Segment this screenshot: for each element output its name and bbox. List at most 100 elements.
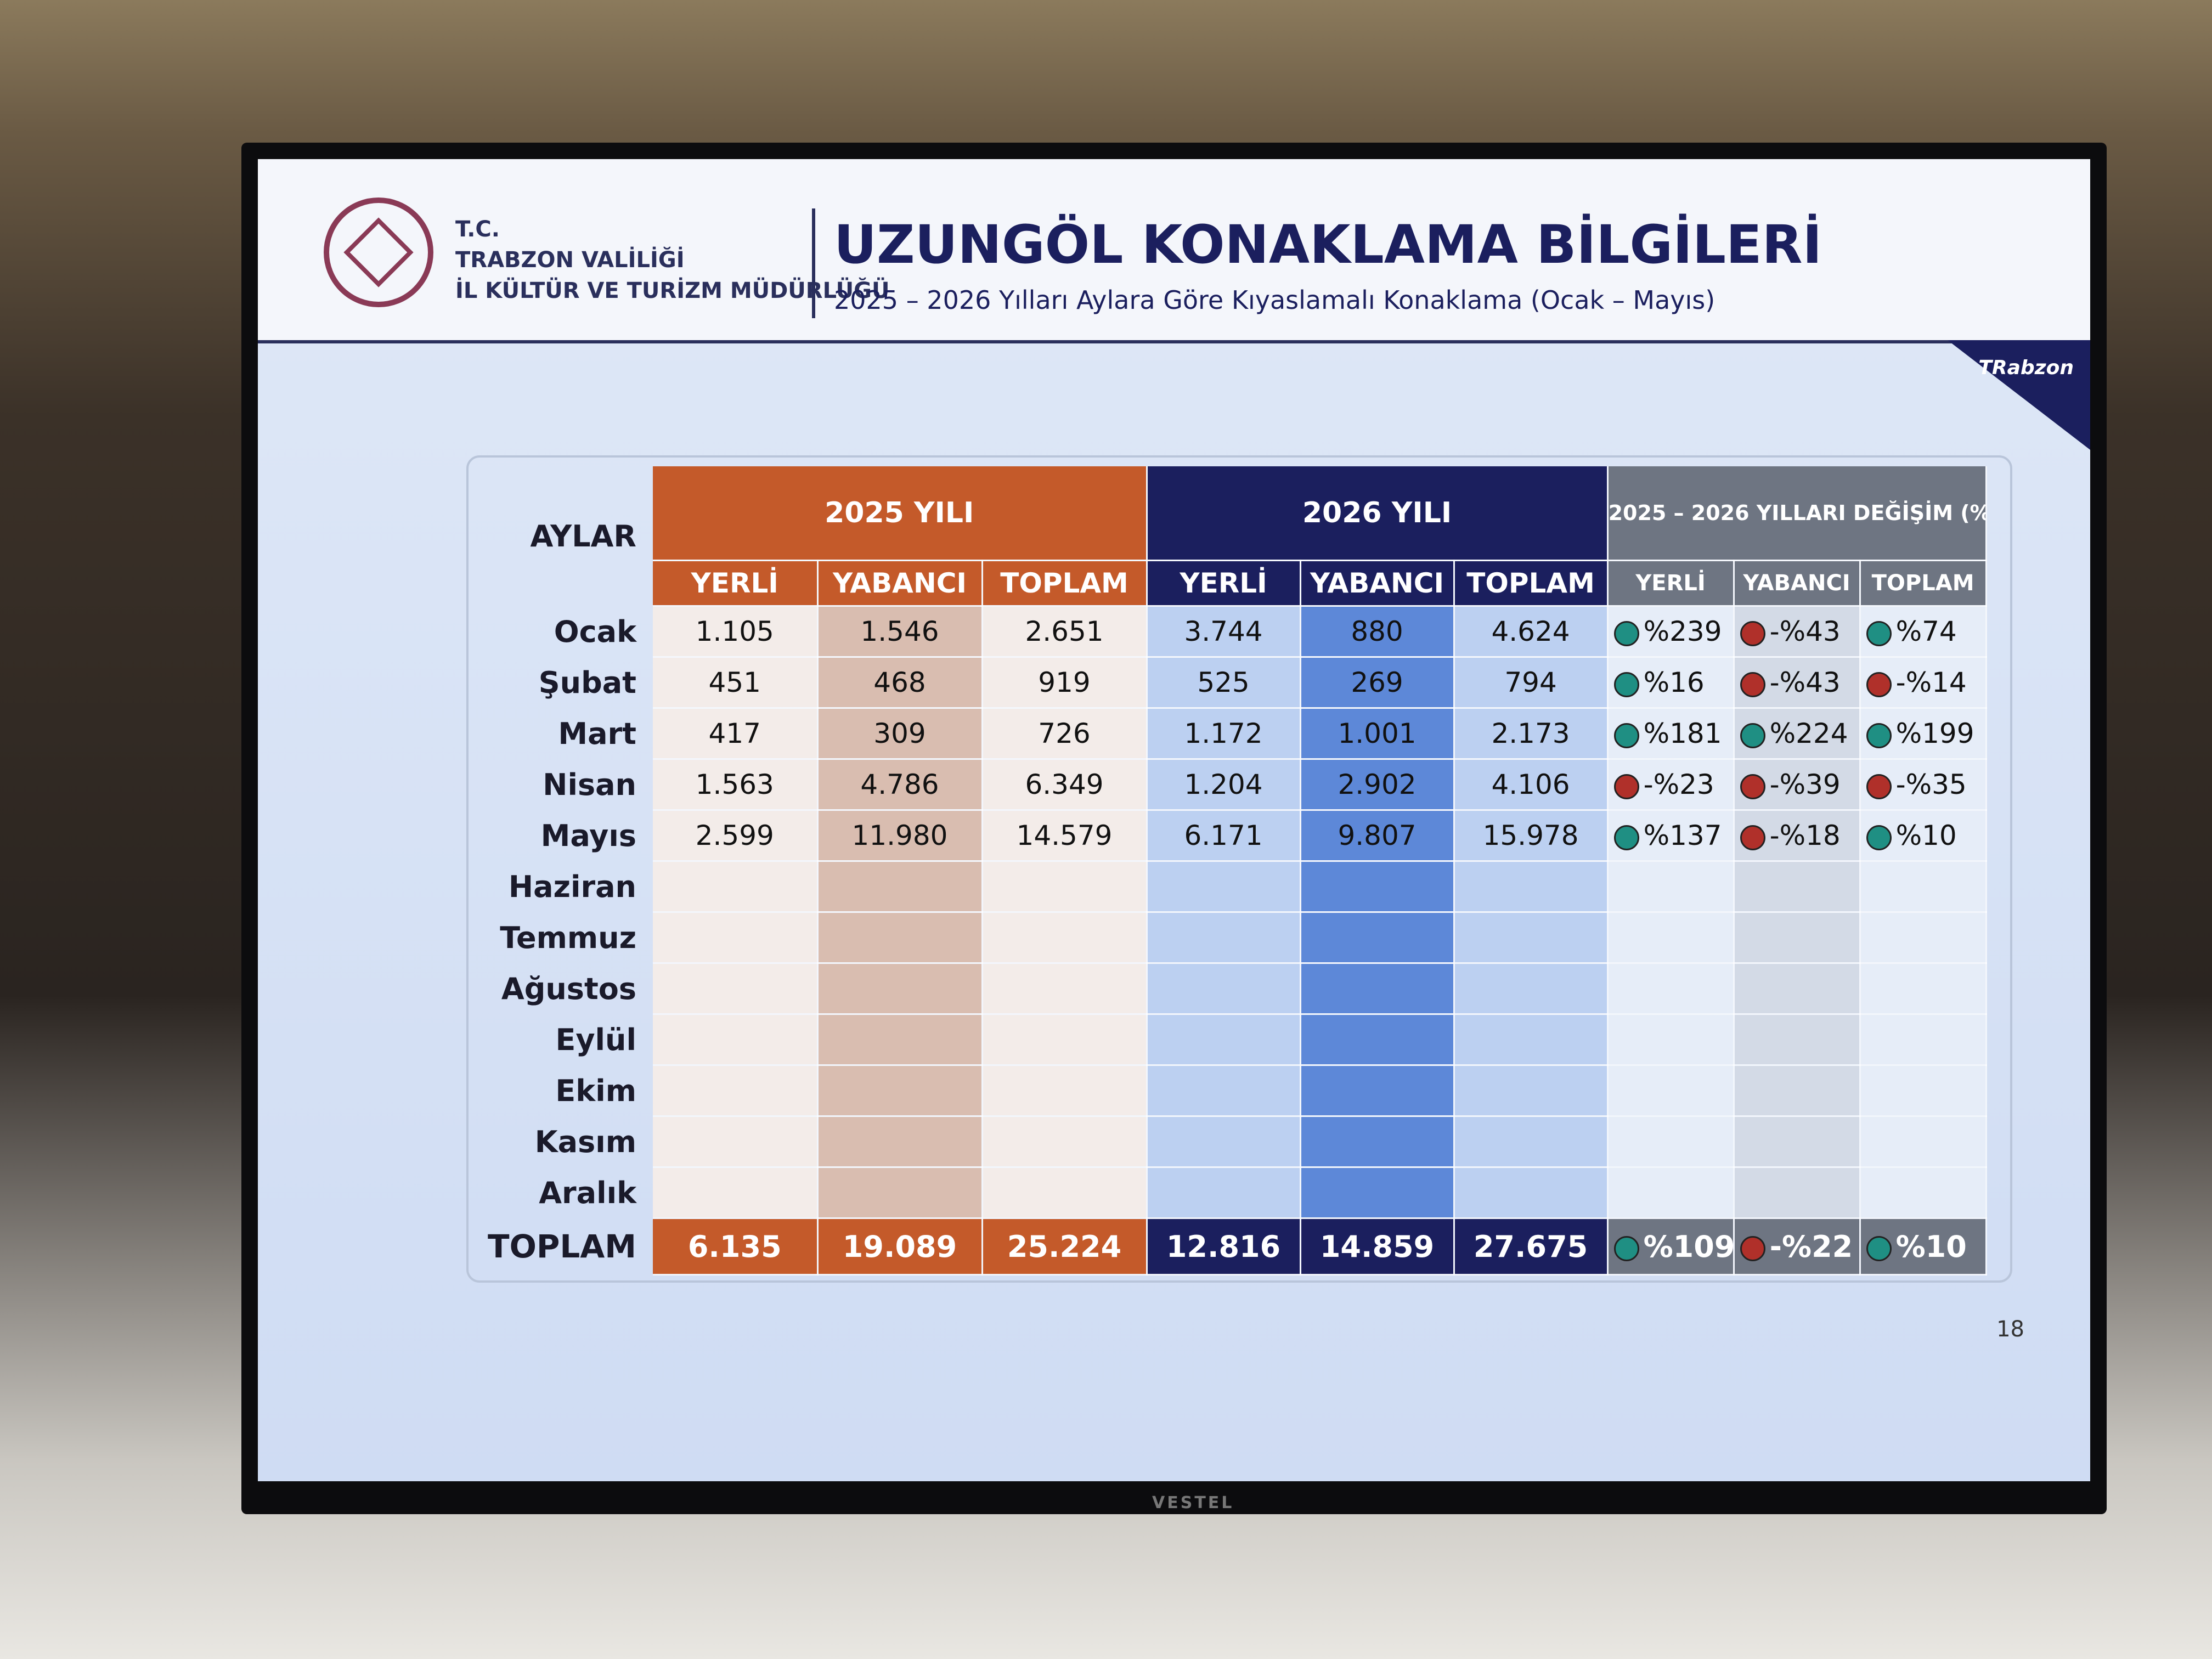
empty-cell <box>982 1014 1148 1066</box>
value-cell: 2.173 <box>1454 708 1609 760</box>
change-value: -%14 <box>1895 667 1967 698</box>
empty-cell <box>982 1065 1148 1117</box>
empty-cell <box>653 1167 819 1219</box>
value-cell: 4.786 <box>817 759 983 811</box>
value-cell: 2.599 <box>653 810 819 862</box>
change-cell: -%39 <box>1734 759 1861 811</box>
empty-cell <box>817 1167 983 1219</box>
month-label: Nisan <box>543 767 636 802</box>
change-cell: -%43 <box>1734 606 1861 658</box>
empty-cell <box>1454 963 1609 1015</box>
value-cell: 309 <box>817 708 983 760</box>
change-cell: -%23 <box>1607 759 1735 811</box>
total-cell: 25.224 <box>982 1218 1148 1276</box>
value-cell: 919 <box>982 657 1148 709</box>
sub-header-row: YERLİ YABANCI TOPLAM YERLİ YABANCI TOPLAM YERL… <box>477 560 1987 607</box>
slide-header: T.C. TRABZON VALİLİĞİ İL KÜLTÜR VE TURİZ… <box>258 159 2090 343</box>
change-value: %74 <box>1895 616 1957 647</box>
total-label: TOPLAM <box>488 1228 636 1265</box>
empty-cell <box>1300 912 1455 964</box>
ministry-seal <box>324 198 433 307</box>
corner-label: AYLAR <box>530 518 636 554</box>
column-header: YABANCI <box>1300 560 1455 607</box>
change-indicator <box>1866 723 1892 748</box>
value-cell: 14.579 <box>982 810 1148 862</box>
month-label: Şubat <box>538 665 636 700</box>
month-label: Ağustos <box>501 971 636 1006</box>
empty-cell <box>1734 1014 1861 1066</box>
empty-cell <box>1860 1167 1987 1219</box>
empty-cell <box>1607 861 1735 913</box>
value-cell: 3.744 <box>1147 606 1301 658</box>
change-cell: %10 <box>1860 810 1987 862</box>
tv-screen: T.C. TRABZON VALİLİĞİ İL KÜLTÜR VE TURİZ… <box>241 143 2107 1514</box>
month-label: Haziran <box>508 869 636 904</box>
value-cell: 6.349 <box>982 759 1148 811</box>
group-header: 2025 – 2026 YILLARI DEĞİŞİM (%) <box>1607 466 1987 561</box>
empty-cell <box>1734 912 1861 964</box>
change-indicator <box>1613 723 1639 748</box>
change-indicator <box>1613 672 1639 697</box>
empty-cell <box>1607 912 1735 964</box>
change-value: -%18 <box>1769 820 1841 851</box>
organization: T.C. TRABZON VALİLİĞİ İL KÜLTÜR VE TURİZ… <box>455 214 889 306</box>
change-cell: %137 <box>1607 810 1735 862</box>
column-header: YERLİ <box>1607 560 1735 607</box>
change-indicator <box>1740 774 1765 799</box>
empty-cell <box>1607 1014 1735 1066</box>
change-cell: %239 <box>1607 606 1735 658</box>
change-value: %239 <box>1643 616 1722 647</box>
empty-cell <box>1860 963 1987 1015</box>
value-cell: 4.624 <box>1454 606 1609 658</box>
empty-cell <box>1300 861 1455 913</box>
empty-cell <box>1860 1014 1987 1066</box>
change-indicator <box>1740 723 1765 748</box>
month-label: Aralık <box>539 1175 636 1210</box>
value-cell: 525 <box>1147 657 1301 709</box>
empty-cell <box>1454 912 1609 964</box>
month-row: Ekim <box>477 1065 1987 1117</box>
empty-cell <box>1734 1116 1861 1168</box>
value-cell: 1.546 <box>817 606 983 658</box>
change-value: %181 <box>1643 718 1722 749</box>
change-indicator <box>1866 672 1892 697</box>
empty-cell <box>1734 963 1861 1015</box>
change-value: %109 <box>1643 1229 1734 1264</box>
empty-cell <box>1860 861 1987 913</box>
value-cell: 1.172 <box>1147 708 1301 760</box>
slide-title: UZUNGÖL KONAKLAMA BİLGİLERİ <box>834 214 1822 275</box>
column-header: TOPLAM <box>982 560 1148 607</box>
empty-cell <box>1454 1167 1609 1219</box>
empty-cell <box>817 861 983 913</box>
empty-cell <box>1607 1116 1735 1168</box>
month-row: Mart 417 309 726 1.172 1.001 2.173 %181 %224 %199 <box>477 708 1987 760</box>
month-label: Mayıs <box>540 818 636 853</box>
change-value: %199 <box>1895 718 1974 749</box>
value-cell: 2.651 <box>982 606 1148 658</box>
empty-cell <box>817 963 983 1015</box>
empty-cell <box>982 963 1148 1015</box>
empty-cell <box>1734 1167 1861 1219</box>
group-header: 2025 YILI <box>653 466 1148 561</box>
empty-cell <box>653 1065 819 1117</box>
change-cell: %181 <box>1607 708 1735 760</box>
empty-cell <box>817 912 983 964</box>
month-row: Ağustos <box>477 963 1987 1015</box>
empty-cell <box>1147 963 1301 1015</box>
empty-cell <box>653 963 819 1015</box>
empty-cell <box>653 1014 819 1066</box>
total-cell: 12.816 <box>1147 1218 1301 1276</box>
empty-cell <box>982 1167 1148 1219</box>
month-row: Şubat 451 468 919 525 269 794 %16 -%43 -%14 <box>477 657 1987 709</box>
trabzon-logo: TRabzon <box>1978 357 2074 379</box>
change-cell: -%43 <box>1734 657 1861 709</box>
value-cell: 4.106 <box>1454 759 1609 811</box>
change-cell: %199 <box>1860 708 1987 760</box>
month-label: Ocak <box>554 614 636 649</box>
empty-cell <box>1300 963 1455 1015</box>
slide: T.C. TRABZON VALİLİĞİ İL KÜLTÜR VE TURİZ… <box>258 159 2090 1481</box>
empty-cell <box>1860 1116 1987 1168</box>
empty-cell <box>1454 1014 1609 1066</box>
month-row: Mayıs 2.599 11.980 14.579 6.171 9.807 15.978 %1… <box>477 810 1987 862</box>
change-value: -%23 <box>1643 769 1714 800</box>
